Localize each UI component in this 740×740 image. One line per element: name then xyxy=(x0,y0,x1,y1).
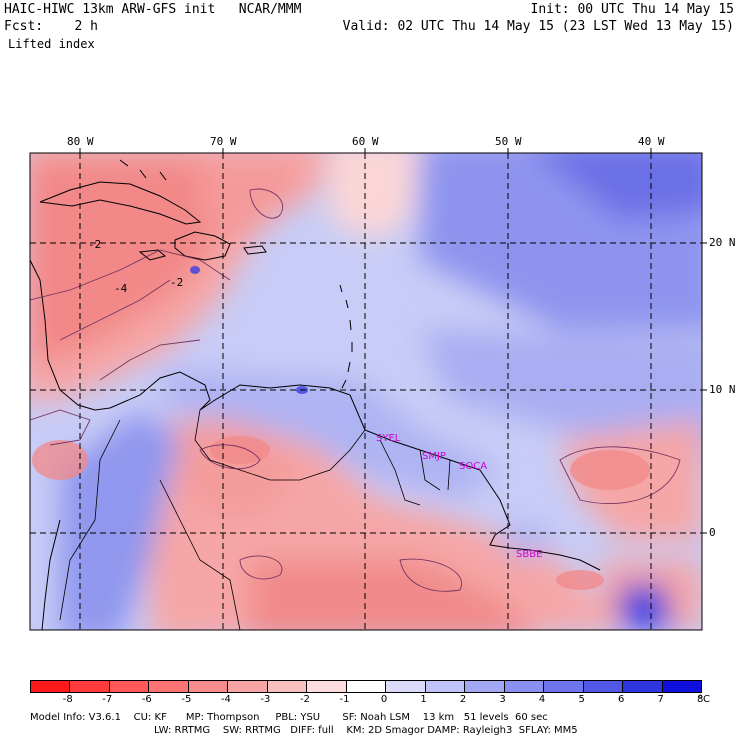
colorbar-tick-label: 1 xyxy=(420,694,427,705)
colorbar-segment xyxy=(108,681,149,692)
colorbar-segment xyxy=(266,681,307,692)
station-label-syel: SYEL xyxy=(376,433,401,444)
colorbar-segment xyxy=(503,681,544,692)
colorbar-segment xyxy=(31,681,70,692)
lon-label-60w: 60 W xyxy=(352,135,379,148)
title-model: HAIC-HIWC 13km ARW-GFS init NCAR/MMM xyxy=(4,2,302,17)
field-name: Lifted index xyxy=(8,37,95,51)
station-label-soca: SOCA xyxy=(459,461,487,472)
colorbar-segment xyxy=(582,681,623,692)
contour-label: -4 xyxy=(114,282,128,295)
colorbar-segment xyxy=(148,681,188,692)
colorbar-segment xyxy=(306,681,346,692)
colorbar-segment xyxy=(464,681,504,692)
colorbar-ticks: -8 -7 -6 -5 -4 -3 -2 -1 0 1 2 3 4 5 6 7 8 xyxy=(30,694,704,706)
contour-label: -2 xyxy=(170,276,183,289)
station-label-sbbe: SBBE xyxy=(516,549,542,560)
colorbar-tick-label: -4 xyxy=(220,694,231,705)
colorbar-tick-label: -8 xyxy=(62,694,73,705)
model-info-line2: LW: RRTMG SW: RRTMG DIFF: full KM: 2D Sm… xyxy=(154,725,578,736)
colorbar-tick-label: -3 xyxy=(260,694,271,705)
lon-label-40w: 40 W xyxy=(638,135,665,148)
lon-label-70w: 70 W xyxy=(210,135,237,148)
init-time: Init: 00 UTC Thu 14 May 15 xyxy=(530,2,735,17)
lon-label-50w: 50 W xyxy=(495,135,522,148)
valid-time: Valid: 02 UTC Thu 14 May 15 (23 LST Wed … xyxy=(342,19,734,34)
colorbar-segment xyxy=(543,681,583,692)
colorbar-tick-label: 5 xyxy=(578,694,585,705)
lat-label-10n: 10 N xyxy=(709,383,736,396)
colorbar xyxy=(30,680,702,693)
colorbar-segment xyxy=(69,681,109,692)
colorbar-segment xyxy=(385,681,425,692)
colorbar-tick-label: 4 xyxy=(538,694,546,705)
colorbar-segment xyxy=(187,681,228,692)
colorbar-tick-label: -7 xyxy=(102,694,113,705)
forecast-hour: Fcst: 2 h xyxy=(4,19,98,34)
colorbar-unit: °C xyxy=(698,694,710,705)
colorbar-segment xyxy=(661,681,701,692)
colorbar-tick-label: 2 xyxy=(459,694,467,705)
lat-label-20n: 20 N xyxy=(709,236,736,249)
model-info-line1: Model Info: V3.6.1 CU: KF MP: Thompson P… xyxy=(30,712,548,723)
colorbar-segment xyxy=(227,681,267,692)
colorbar-tick-label: 7 xyxy=(657,694,664,705)
colorbar-tick-label: -2 xyxy=(299,694,310,705)
colorbar-tick-label: -6 xyxy=(141,694,152,705)
colorbar-tick-label: -5 xyxy=(181,694,192,705)
colorbar-tick-label: 3 xyxy=(499,694,506,705)
colorbar-segment xyxy=(622,681,662,692)
station-label-smjp: SMJP xyxy=(422,451,446,462)
colorbar-segment xyxy=(424,681,465,692)
lat-label-0: 0 xyxy=(709,526,716,539)
contour-label: -2 xyxy=(88,238,101,251)
colorbar-tick-label: 0 xyxy=(380,694,388,705)
colorbar-tick-label: 6 xyxy=(617,694,625,705)
lon-label-80w: 80 W xyxy=(67,135,94,148)
colorbar-tick-label: 8 xyxy=(697,694,704,705)
colorbar-tick-label: -1 xyxy=(339,694,350,705)
colorbar-segment xyxy=(345,681,386,692)
